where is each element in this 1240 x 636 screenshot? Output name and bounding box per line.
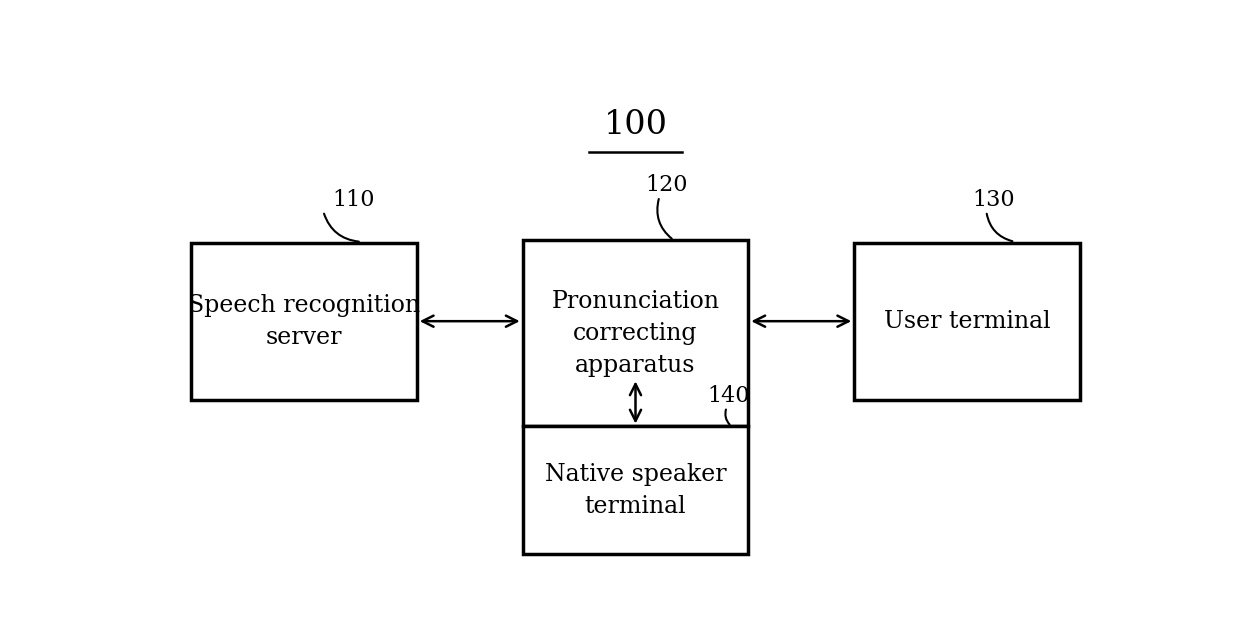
- Text: 140: 140: [708, 385, 750, 407]
- Bar: [854, 243, 1080, 399]
- Text: Speech recognition
server: Speech recognition server: [188, 294, 420, 349]
- Text: 110: 110: [332, 189, 376, 211]
- Text: 130: 130: [972, 189, 1014, 211]
- Text: Native speaker
terminal: Native speaker terminal: [544, 462, 727, 518]
- Text: User terminal: User terminal: [884, 310, 1050, 333]
- Text: 120: 120: [645, 174, 688, 197]
- Bar: [522, 427, 749, 554]
- Bar: [522, 240, 749, 427]
- Text: 100: 100: [604, 109, 667, 141]
- Text: Pronunciation
correcting
apparatus: Pronunciation correcting apparatus: [552, 290, 719, 377]
- Bar: [191, 243, 417, 399]
